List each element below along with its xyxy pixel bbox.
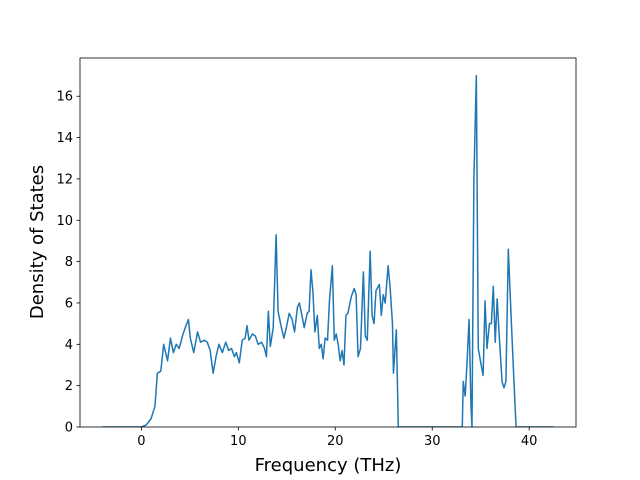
y-tick-label: 6 (65, 296, 73, 311)
x-axis-label: Frequency (THz) (255, 455, 402, 476)
y-tick-label: 10 (56, 214, 73, 229)
y-axis-label: Density of States (27, 165, 48, 319)
y-tick-label: 14 (56, 131, 73, 146)
y-tick-label: 4 (65, 338, 73, 353)
y-tick-label: 12 (56, 172, 73, 187)
y-tick-label: 8 (65, 255, 73, 270)
plot-frame (79, 57, 577, 428)
x-tick-label: 20 (327, 434, 344, 449)
y-tick-label: 16 (56, 90, 73, 105)
x-tick-label: 30 (424, 434, 441, 449)
y-tick-label: 0 (65, 421, 73, 436)
y-tick-label: 2 (65, 379, 73, 394)
x-tick-label: 10 (230, 434, 247, 449)
x-tick-label: 0 (137, 434, 145, 449)
line (102, 74, 554, 427)
x-tick-label: 40 (521, 434, 538, 449)
